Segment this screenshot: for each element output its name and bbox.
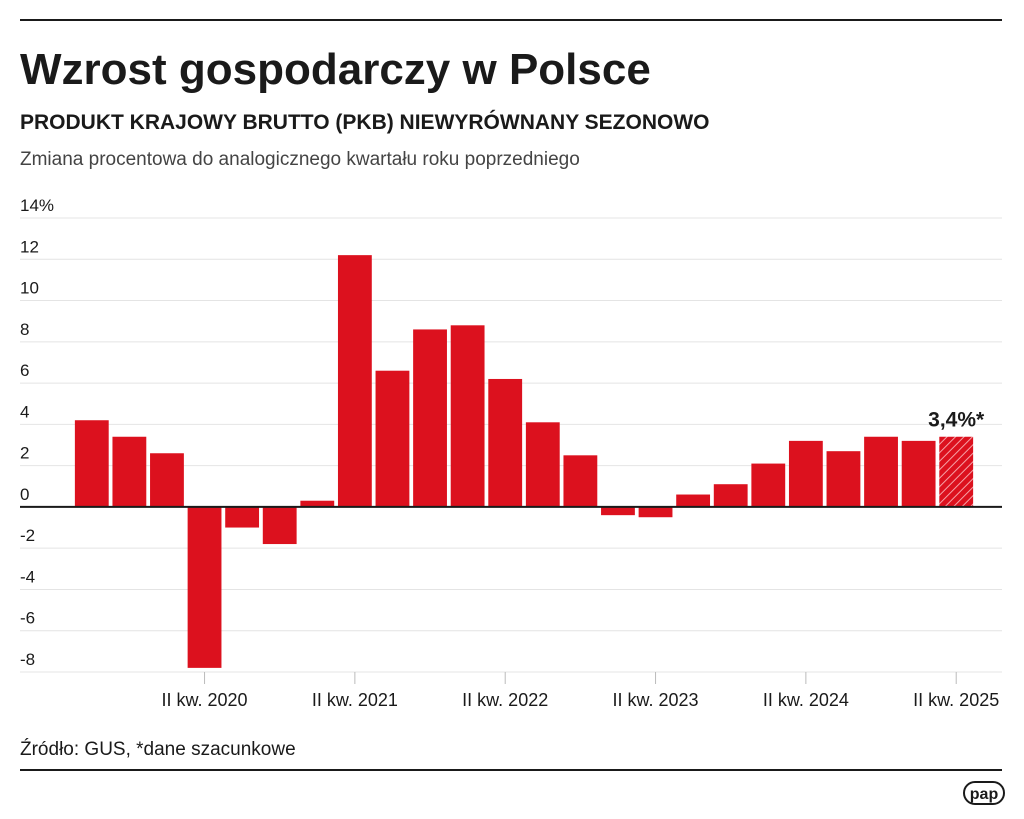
bar — [939, 436, 974, 507]
bar — [864, 436, 898, 507]
x-tick-label: II kw. 2021 — [312, 690, 398, 710]
y-tick-label: 4 — [20, 402, 29, 421]
bar — [601, 506, 635, 516]
y-tick-label: 12 — [20, 237, 39, 256]
y-tick-label: -8 — [20, 650, 35, 669]
bar — [488, 378, 523, 507]
bar — [826, 451, 861, 507]
y-tick-label: 0 — [20, 485, 29, 504]
bar — [187, 506, 222, 668]
bar — [337, 255, 372, 507]
bar — [375, 370, 410, 507]
chart-description: Zmiana procentowa do analogicznego kwart… — [20, 149, 580, 170]
bar — [262, 506, 297, 545]
chart-title: Wzrost gospodarczy w Polsce — [20, 45, 651, 94]
bar — [676, 494, 711, 507]
y-tick-label: -2 — [20, 526, 35, 545]
x-tick-label: II kw. 2020 — [162, 690, 248, 710]
y-tick-label: 14% — [20, 196, 54, 215]
y-tick-label: 8 — [20, 320, 29, 339]
x-tick-label: II kw. 2024 — [763, 690, 849, 710]
x-tick-label: II kw. 2025 — [913, 690, 999, 710]
y-tick-label: 2 — [20, 444, 29, 463]
value-label: 3,4%* — [928, 409, 985, 432]
logo-frame — [963, 781, 1005, 805]
y-tick-label: -4 — [20, 567, 35, 586]
bar — [751, 463, 786, 507]
bar — [225, 506, 260, 528]
bar — [713, 484, 748, 507]
bar — [525, 422, 560, 507]
y-tick-label: -6 — [20, 609, 35, 628]
bar — [413, 329, 447, 507]
source-note: Źródło: GUS, *dane szacunkowe — [20, 739, 296, 760]
logo: pap — [970, 786, 999, 803]
bar — [450, 325, 485, 507]
y-tick-label: 10 — [20, 279, 39, 298]
bar — [150, 453, 184, 507]
x-tick-label: II kw. 2023 — [613, 690, 699, 710]
bar — [112, 436, 147, 507]
bar — [74, 420, 109, 507]
bar — [563, 455, 598, 507]
bar — [788, 440, 823, 507]
y-tick-label: 6 — [20, 361, 29, 380]
bar — [300, 500, 335, 507]
chart-subtitle: PRODUKT KRAJOWY BRUTTO (PKB) NIEWYRÓWNAN… — [20, 110, 710, 134]
x-tick-label: II kw. 2022 — [462, 690, 548, 710]
bar — [901, 440, 936, 507]
bar — [638, 506, 673, 518]
